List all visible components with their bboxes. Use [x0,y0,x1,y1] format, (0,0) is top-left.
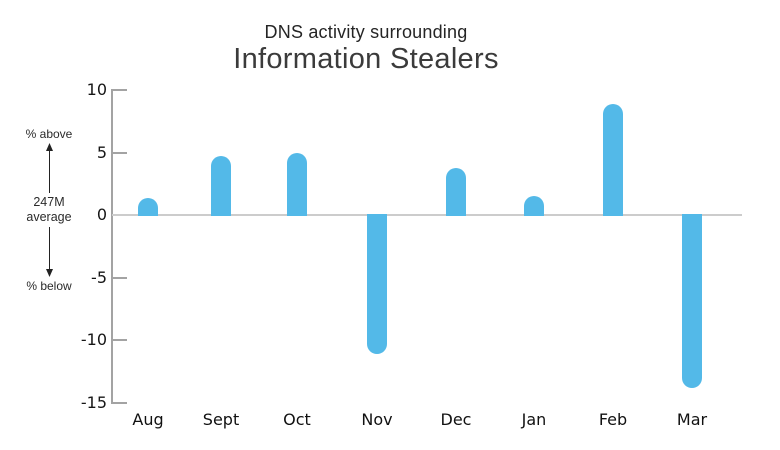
x-tick-label: Mar [676,410,708,429]
x-tick-label: Oct [283,410,311,429]
y-tick-label: 10 [86,80,107,99]
y-tick [111,401,127,404]
bar [603,103,623,216]
y-tick [111,276,127,279]
y-tick-label: -10 [80,330,107,349]
y-tick-label: 5 [96,142,107,162]
down-arrow-icon [45,227,53,277]
y-tick-label: -5 [91,267,107,287]
chart-title: Information Stealers [233,43,499,75]
y-tick-label: 0 [96,205,107,224]
percent-below-label: % below [26,279,72,293]
x-tick-label: Aug [132,410,164,429]
x-tick-label: Nov [361,410,393,429]
x-tick-label: Sept [202,410,240,429]
x-tick-label: Feb [598,410,628,429]
average-label: 247M average [26,195,72,224]
bar [287,152,307,216]
zero-line [112,214,742,216]
bar [211,156,231,216]
percent-above-label: % above [25,127,73,141]
up-arrow-icon [45,143,53,193]
y-tick-label: -15 [80,392,107,412]
y-tick [111,339,127,341]
x-tick-label: Jan [521,410,547,429]
chart-subtitle: DNS activity surrounding [264,22,468,42]
bar [524,196,544,216]
bar [138,197,158,216]
bar [682,214,702,388]
bar [367,214,387,354]
y-tick [111,151,127,154]
y-axis-annotation: % above 247M average % below [9,127,89,293]
x-tick-label: Dec [440,410,472,429]
y-axis-line [111,89,113,403]
bar [446,167,466,216]
y-tick [111,89,127,91]
